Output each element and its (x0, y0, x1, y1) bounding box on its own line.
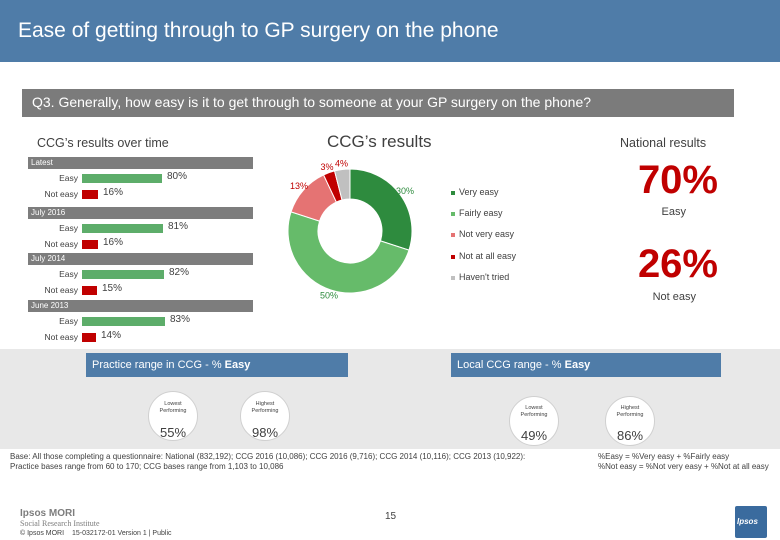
legend-swatch (451, 275, 455, 280)
trend-easy-label: Easy (59, 173, 78, 183)
local-highest-circle (605, 396, 655, 446)
practice-range-heading: Practice range in CCG - % Easy (86, 353, 348, 377)
local-lowest-value: 49% (520, 428, 548, 443)
donut-label-very-easy: 30% (396, 186, 414, 196)
donut-slice-havent-tried (333, 168, 351, 201)
practice-range-prefix: Practice range in CCG - % (92, 359, 225, 371)
trend-easy-value: 81% (168, 221, 189, 232)
over-time-heading: CCG’s results over time (37, 136, 169, 150)
legend-label: Fairly easy (459, 208, 503, 218)
trend-easy-bar (82, 270, 164, 279)
local-highest-value: 86% (616, 428, 644, 443)
donut-slice-fairly-easy (287, 211, 410, 294)
trend-easy-bar (82, 224, 163, 233)
trend-not-easy-value: 14% (101, 330, 122, 341)
national-easy-label: Easy (661, 206, 686, 218)
practice-lowest-circle (148, 391, 198, 441)
national-results-heading: National results (620, 136, 707, 150)
legend-label: Very easy (459, 187, 499, 197)
header-bar: Ease of getting through to GP surgery on… (0, 0, 780, 62)
trend-section-header: July 2016 (28, 207, 253, 219)
legend-label: Not very easy (459, 229, 515, 239)
donut-chart: 30% 50% 13% 3% 4% (287, 159, 414, 301)
practice-range-bold: Easy (224, 359, 251, 371)
definition-not-easy: %Not easy = %Not very easy + %Not at all… (598, 462, 769, 471)
page-title: Ease of getting through to GP surgery on… (18, 19, 499, 42)
question-text: Q3. Generally, how easy is it to get thr… (32, 94, 592, 110)
reference-text: 15-032172-01 Version 1 | Public (72, 530, 172, 537)
donut-label-fairly-easy: 50% (320, 291, 338, 301)
trend-easy-label: Easy (59, 269, 78, 279)
trend-not-easy-label: Not easy (44, 332, 78, 342)
trend-period-label: June 2013 (31, 301, 69, 310)
legend-swatch (451, 232, 455, 237)
donut-label-havent-tried: 4% (335, 159, 348, 169)
trend-easy-bar (82, 317, 165, 326)
trend-not-easy-value: 16% (103, 237, 124, 248)
legend-item: Not very easy (451, 229, 514, 239)
local-lowest-circle (509, 396, 559, 446)
trend-section-header: July 2014 (28, 253, 253, 265)
donut-label-not-very-easy: 13% (290, 181, 308, 191)
trend-period-label: July 2014 (31, 254, 66, 263)
donut-slice-very-easy (349, 168, 413, 251)
trend-period-label: July 2016 (31, 208, 66, 217)
trend-easy-value: 80% (167, 171, 188, 182)
local-lowest-caption: Lowest Performing (520, 405, 548, 418)
trend-easy-label: Easy (59, 223, 78, 233)
trend-not-easy-bar (82, 190, 98, 199)
practice-highest-value: 98% (251, 425, 279, 440)
practice-lowest-caption: Lowest Performing (159, 401, 187, 414)
definitions-note: %Easy = %Very easy + %Fairly easy %Not e… (598, 452, 778, 472)
trend-not-easy-value: 16% (103, 187, 124, 198)
base-line-1: Base: All those completing a questionnai… (10, 452, 526, 461)
practice-highest-circle (240, 391, 290, 441)
legend-label: Not at all easy (459, 251, 517, 261)
trend-not-easy-label: Not easy (44, 285, 78, 295)
local-range-bold: Easy (564, 359, 591, 371)
trend-easy-bar (82, 174, 162, 183)
ipsos-logo: Ipsos (735, 506, 767, 538)
trend-not-easy-bar (82, 333, 96, 342)
trend-not-easy-label: Not easy (44, 239, 78, 249)
trend-not-easy-bar (82, 286, 97, 295)
local-range-heading: Local CCG range - % Easy (451, 353, 721, 377)
legend-item: Not at all easy (451, 251, 516, 261)
social-research-institute-text: Social Research Institute (20, 519, 100, 528)
trend-period-label: Latest (31, 158, 53, 167)
national-easy-value: 70% (637, 158, 718, 202)
trend-easy-value: 83% (170, 314, 191, 325)
question-bar: Q3. Generally, how easy is it to get thr… (22, 89, 734, 117)
page-number: 15 (385, 511, 397, 522)
legend-item: Haven't tried (451, 272, 509, 282)
legend-item: Very easy (451, 187, 499, 197)
legend-swatch (451, 190, 455, 195)
local-range-prefix: Local CCG range - % (457, 359, 565, 371)
practice-lowest-value: 55% (159, 425, 187, 440)
base-line-2: Practice bases range from 60 to 170; CCG… (10, 462, 284, 471)
trend-not-easy-label: Not easy (44, 189, 78, 199)
ccg-results-heading: CCG’s results (327, 132, 432, 151)
ipsos-logo-text: Ipsos (737, 517, 758, 526)
ipsos-mori-logo-text: Ipsos MORI (20, 508, 76, 519)
legend-item: Fairly easy (451, 208, 503, 218)
donut-label-not-at-all-easy: 3% (320, 162, 333, 172)
base-note: Base: All those completing a questionnai… (10, 452, 590, 472)
copyright-text: © Ipsos MORI (20, 530, 65, 537)
local-highest-caption: Highest Performing (616, 405, 644, 418)
trend-not-easy-bar (82, 240, 98, 249)
legend-label: Haven't tried (459, 272, 510, 282)
trend-section-header: June 2013 (28, 300, 253, 312)
trend-section-header: Latest (28, 157, 253, 169)
legend-swatch (451, 211, 455, 216)
trend-not-easy-value: 15% (102, 283, 123, 294)
national-not-easy-label: Not easy (652, 291, 696, 303)
national-not-easy-value: 26% (637, 242, 718, 286)
practice-highest-caption: Highest Performing (251, 401, 279, 414)
legend-swatch (451, 254, 455, 259)
trend-easy-label: Easy (59, 316, 78, 326)
definition-easy: %Easy = %Very easy + %Fairly easy (598, 452, 730, 461)
trend-easy-value: 82% (169, 267, 190, 278)
